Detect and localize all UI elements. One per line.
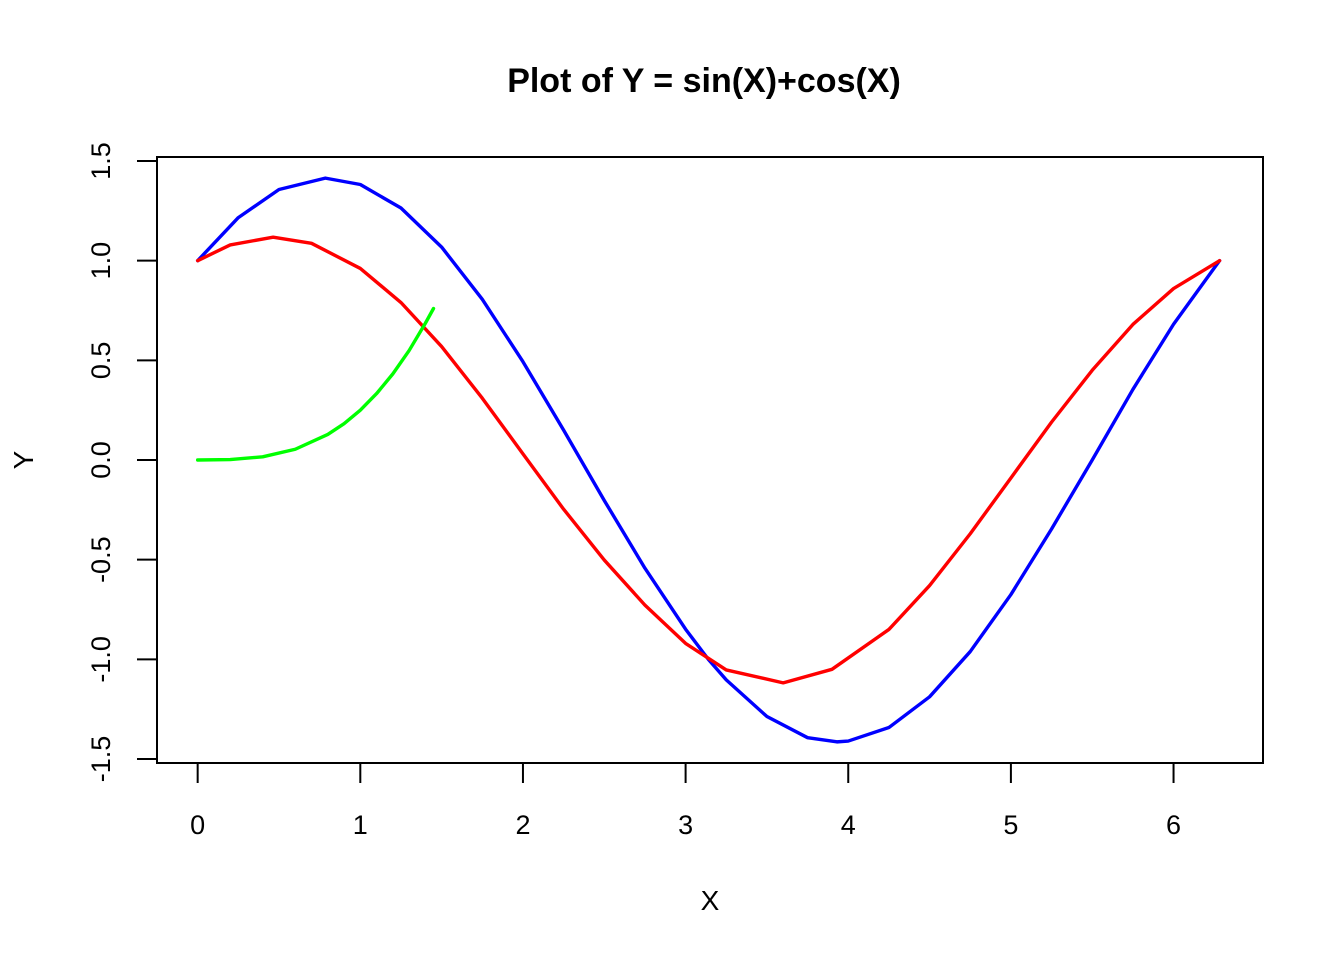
y-tick-label: 1.0 bbox=[86, 242, 116, 280]
y-tick-label: 1.5 bbox=[86, 142, 116, 180]
x-tick-label: 6 bbox=[1166, 810, 1181, 840]
x-axis-title: X bbox=[701, 885, 720, 916]
x-axis: 0 1 2 3 4 5 6 bbox=[190, 762, 1181, 840]
chart-title: Plot of Y = sin(X)+cos(X) bbox=[507, 62, 901, 100]
y-tick-label: -1.0 bbox=[86, 636, 116, 683]
x-tick-label: 0 bbox=[190, 810, 205, 840]
x-tick-label: 5 bbox=[1003, 810, 1018, 840]
series-line-1 bbox=[195, 176, 1222, 744]
series-line-2 bbox=[195, 235, 1222, 685]
series-layer bbox=[195, 176, 1222, 744]
x-tick-label: 3 bbox=[678, 810, 693, 840]
x-tick-label: 4 bbox=[841, 810, 856, 840]
y-tick-label: 0.0 bbox=[86, 441, 116, 479]
y-axis-title: Y bbox=[8, 450, 39, 469]
y-tick-label: -0.5 bbox=[86, 536, 116, 583]
y-axis: -1.5 -1.0 -0.5 0.0 0.5 1.0 1.5 bbox=[86, 142, 158, 783]
series-line-3 bbox=[195, 306, 436, 462]
x-tick-label: 2 bbox=[515, 810, 530, 840]
y-tick-label: 0.5 bbox=[86, 342, 116, 380]
x-tick-label: 1 bbox=[353, 810, 368, 840]
y-tick-label: -1.5 bbox=[86, 736, 116, 783]
